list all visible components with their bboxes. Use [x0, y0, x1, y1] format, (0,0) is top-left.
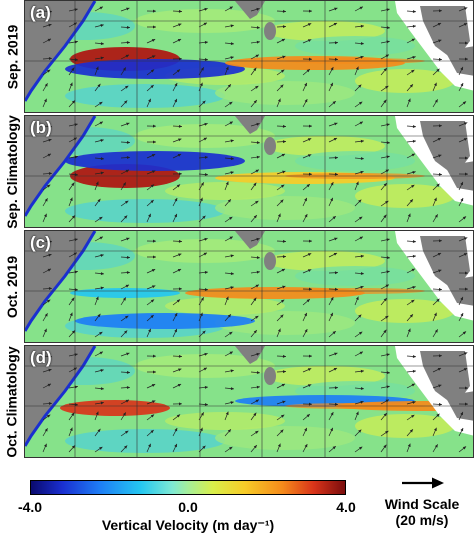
map-panel-c: (c): [24, 230, 474, 343]
map-d: [25, 346, 473, 457]
colorbar: [30, 480, 346, 495]
map-panel-d: (d): [24, 345, 474, 458]
wind-scale-label: Wind Scale: [384, 496, 460, 512]
map-panel-a: (a): [24, 0, 474, 113]
panel-letter-b: (b): [30, 118, 52, 137]
row-label-b: Sep. Climatology: [4, 114, 21, 229]
colorbar-min-label: -4.0: [17, 499, 43, 515]
map-c: [25, 231, 473, 342]
wind-scale: Wind Scale (20 m/s): [370, 476, 474, 528]
row-label-c: Oct. 2019: [4, 255, 21, 318]
wind-scale-arrow-icon: [402, 477, 444, 489]
panel-letter-a: (a): [30, 3, 51, 22]
panel-letter-d: (d): [30, 348, 52, 367]
map-b: [25, 116, 473, 227]
colorbar-title: Vertical Velocity (m day⁻¹): [101, 517, 275, 533]
row-label-d: Oct. Climatology: [4, 345, 21, 458]
map-a: [25, 1, 473, 112]
colorbar-max-label: 4.0: [336, 499, 356, 515]
wind-scale-value: (20 m/s): [395, 512, 449, 528]
map-panel-b: (b): [24, 115, 474, 228]
panel-letter-c: (c): [30, 233, 51, 252]
colorbar-legend: -4.0 0.0 4.0 Vertical Velocity (m day⁻¹): [18, 480, 356, 533]
row-label-a: Sep. 2019: [4, 24, 21, 89]
colorbar-mid-label: 0.0: [178, 499, 198, 515]
